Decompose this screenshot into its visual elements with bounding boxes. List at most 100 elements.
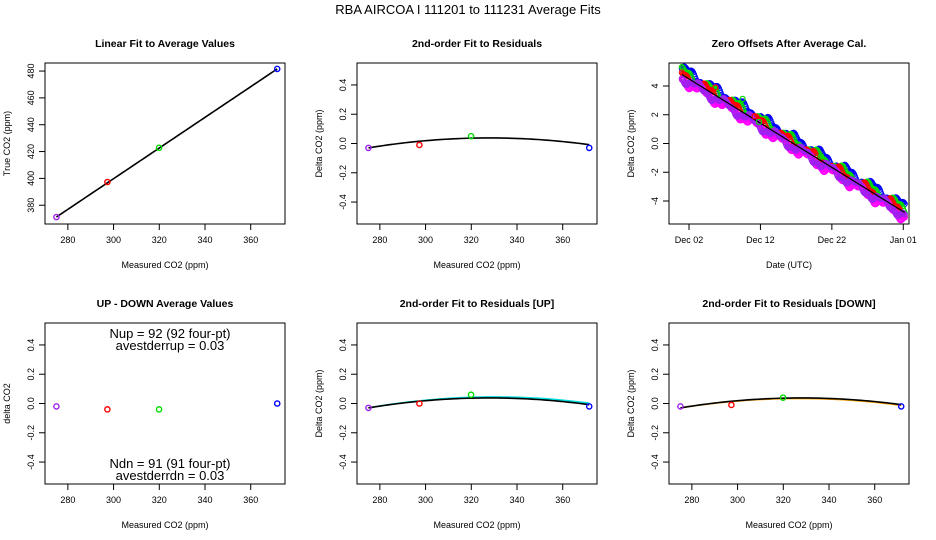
annotation-up: avestderrup = 0.03 — [116, 338, 225, 353]
data-point-green — [467, 391, 475, 399]
y-tick-label: 0.0 — [26, 397, 36, 410]
fit-line-black — [368, 397, 590, 409]
data-point-blue — [585, 403, 593, 410]
panel-p2: 2nd-order Fit to Residuals Measured CO2 (… — [314, 38, 598, 270]
y-tick-label: 0.0 — [650, 397, 660, 410]
x-axis-label: Measured CO2 (ppm) — [433, 260, 520, 270]
y-tick-label: 0.4 — [26, 339, 36, 352]
y-axis-label: Delta CO2 (ppm) — [626, 369, 636, 437]
y-tick-label: -0.4 — [338, 454, 348, 470]
y-tick-label: -0.2 — [650, 425, 660, 441]
x-tick-label: 360 — [243, 235, 258, 245]
x-tick-label: 280 — [684, 495, 699, 505]
annotation-up: Nup = 92 (92 four-pt) — [109, 326, 230, 341]
x-tick-label: 280 — [60, 235, 75, 245]
main-title: RBA AIRCOA I 111201 to 111231 Average Fi… — [335, 2, 601, 17]
x-tick-label: Dec 02 — [675, 235, 704, 245]
y-tick-label: 0.0 — [338, 397, 348, 410]
y-tick-label: -2 — [650, 168, 660, 176]
x-tick-label: 340 — [509, 495, 524, 505]
data-layer — [53, 65, 281, 221]
data-point-red — [416, 141, 423, 149]
x-tick-label: 300 — [418, 235, 433, 245]
x-tick-label: Dec 22 — [818, 235, 847, 245]
panel-title: Linear Fit to Average Values — [95, 38, 235, 50]
y-tick-label: 0.4 — [338, 79, 348, 92]
offset-point — [785, 132, 792, 140]
offset-point — [805, 149, 812, 156]
x-tick-label: 320 — [464, 495, 479, 505]
y-tick-label: 440 — [26, 117, 36, 132]
outlier-point — [739, 95, 746, 103]
x-tick-label: 300 — [730, 495, 745, 505]
y-tick-label: 0.2 — [338, 108, 348, 121]
y-tick-label: -4 — [650, 197, 660, 205]
data-point-purple — [53, 403, 60, 410]
data-point-purple — [677, 403, 684, 410]
panel-title: 2nd-order Fit to Residuals [DOWN] — [702, 298, 875, 310]
y-tick-label: 0.0 — [338, 137, 348, 150]
panel-title: 2nd-order Fit to Residuals — [412, 38, 542, 50]
data-point-blue — [273, 400, 281, 407]
data-point-blue — [897, 403, 905, 410]
plot-frame — [44, 62, 286, 225]
panel-p4: UP - DOWN Average Values Measured CO2 (pp… — [2, 298, 286, 530]
y-axis-label: delta CO2 — [2, 383, 12, 424]
y-tick-label: 0.2 — [26, 368, 36, 381]
x-tick-label: 300 — [106, 495, 121, 505]
annotation-down: Ndn = 91 (91 four-pt) — [109, 456, 230, 471]
x-tick-label: 280 — [372, 235, 387, 245]
panel-title: Zero Offsets After Average Cal. — [712, 38, 867, 50]
x-tick-label: 360 — [555, 235, 570, 245]
offset-point — [899, 209, 907, 216]
data-point-purple — [365, 144, 372, 152]
offset-point — [890, 206, 897, 213]
x-tick-label: 320 — [776, 495, 791, 505]
x-tick-label: 280 — [372, 495, 387, 505]
data-point-green — [467, 132, 475, 140]
data-point-green — [779, 394, 787, 401]
x-tick-label: 320 — [152, 495, 167, 505]
data-point-red — [104, 178, 111, 186]
y-tick-label: 0.4 — [338, 339, 348, 352]
data-layer — [677, 394, 905, 410]
outlier-point — [712, 84, 719, 91]
x-tick-label: 360 — [867, 495, 882, 505]
x-tick-label: Dec 12 — [746, 235, 775, 245]
y-axis-label: True CO2 (ppm) — [2, 111, 12, 176]
x-axis-label: Date (UTC) — [766, 260, 812, 270]
data-point-red — [728, 401, 735, 409]
fit-line-black — [55, 68, 278, 218]
y-tick-label: 380 — [26, 198, 36, 213]
y-tick-label: 0.2 — [650, 368, 660, 381]
x-tick-label: 320 — [464, 235, 479, 245]
x-tick-label: 300 — [418, 495, 433, 505]
y-tick-label: 0.4 — [650, 339, 660, 352]
plots-area: Linear Fit to Average Values Measured CO2… — [2, 38, 917, 530]
data-layer — [365, 132, 593, 152]
y-tick-label: -0.4 — [338, 194, 348, 210]
panel-p5: 2nd-order Fit to Residuals [UP] Measured … — [314, 298, 598, 530]
data-point-red — [104, 406, 111, 413]
trend-line — [681, 73, 906, 214]
data-point-blue — [585, 144, 593, 152]
x-tick-label: 320 — [152, 235, 167, 245]
y-tick-label: -0.2 — [338, 425, 348, 441]
x-tick-label: 300 — [106, 235, 121, 245]
y-axis-label: Delta CO2 (ppm) — [314, 369, 324, 437]
y-axis-label: Delta CO2 (ppm) — [314, 109, 324, 177]
x-tick-label: Jan 01 — [890, 235, 917, 245]
y-tick-label: -0.4 — [650, 454, 660, 470]
x-tick-label: 340 — [509, 235, 524, 245]
data-point-green — [155, 406, 163, 413]
data-point-red — [416, 400, 423, 407]
y-tick-label: 460 — [26, 90, 36, 105]
y-tick-label: 400 — [26, 171, 36, 186]
y-axis-label: Delta CO2 (ppm) — [626, 109, 636, 177]
panel-p1: Linear Fit to Average Values Measured CO2… — [2, 38, 286, 270]
x-axis-label: Measured CO2 (ppm) — [433, 520, 520, 530]
x-tick-label: 340 — [197, 495, 212, 505]
x-axis-label: Measured CO2 (ppm) — [121, 260, 208, 270]
data-point-purple — [53, 213, 60, 221]
